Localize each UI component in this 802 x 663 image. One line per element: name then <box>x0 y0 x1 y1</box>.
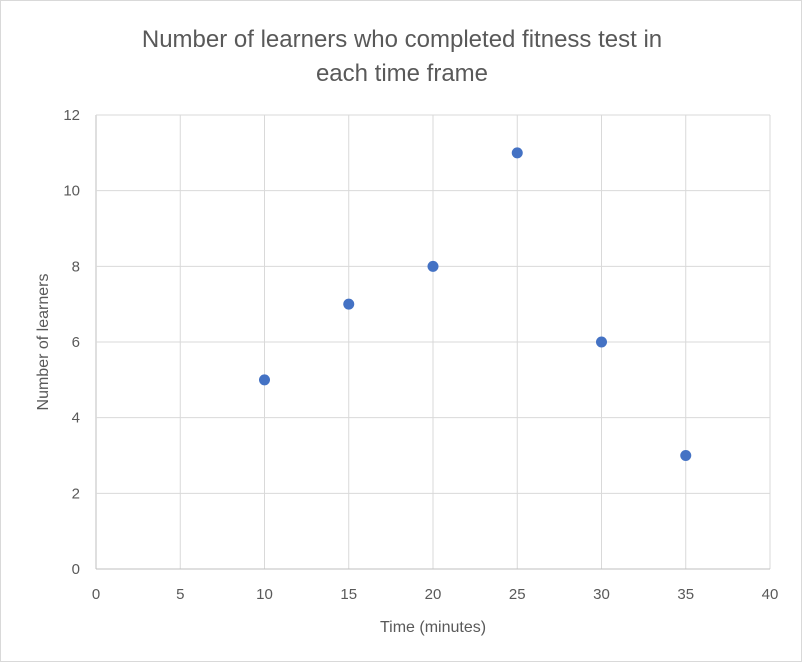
x-tick-label: 20 <box>425 586 442 603</box>
y-tick-label: 2 <box>72 485 80 502</box>
y-tick-label: 6 <box>72 334 80 351</box>
x-tick-label: 35 <box>677 586 694 603</box>
chart-title-line-2: each time frame <box>316 60 488 87</box>
y-tick-label: 4 <box>72 410 80 427</box>
x-tick-label: 15 <box>340 586 357 603</box>
x-tick-label: 40 <box>762 586 779 603</box>
x-axis-label: Time (minutes) <box>380 619 486 636</box>
x-tick-label: 25 <box>509 586 526 603</box>
data-point <box>680 450 692 461</box>
y-tick-label: 12 <box>63 107 80 124</box>
x-tick-label: 0 <box>92 586 100 603</box>
data-point <box>343 298 355 310</box>
y-tick-label: 8 <box>72 258 80 275</box>
y-tick-label: 10 <box>63 183 80 200</box>
chart-title-line-1: Number of learners who completed fitness… <box>142 26 662 53</box>
x-tick-label: 5 <box>176 586 184 603</box>
data-point <box>427 260 439 272</box>
y-tick-label: 0 <box>72 561 80 578</box>
data-point <box>596 336 607 348</box>
data-point <box>511 147 523 159</box>
y-axis-label: Number of learners <box>35 274 52 411</box>
data-point <box>259 374 270 386</box>
x-tick-label: 30 <box>593 586 610 603</box>
x-tick-label: 10 <box>256 586 273 603</box>
